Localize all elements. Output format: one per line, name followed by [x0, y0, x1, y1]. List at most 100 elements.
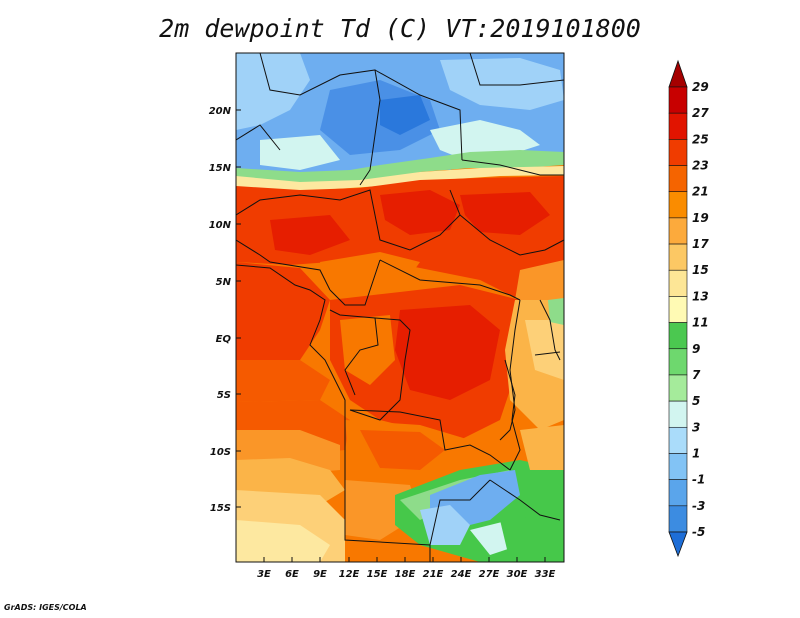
- border-sahel-2: [459, 214, 564, 256]
- colorbar-label: 25: [692, 132, 709, 146]
- colorbar: 29 27 25 23 21 19 17 15 13 11 9 7 5 3 1 -1 -3 -5: [668, 59, 709, 558]
- lon-tick-label: 24E: [451, 569, 472, 580]
- border-lakes: [504, 359, 521, 471]
- colorbar-segment: [668, 112, 688, 140]
- colorbar-label: 15: [692, 263, 709, 277]
- lat-tick-label: EQ: [216, 334, 232, 345]
- colorbar-label: 13: [692, 289, 709, 303]
- field-sahel-orange: [320, 252, 420, 300]
- field-gulf-redorange: [236, 360, 330, 402]
- field-south-amber: [520, 425, 564, 470]
- colorbar-segment: [668, 191, 688, 219]
- field-north-lightblue-2: [440, 58, 564, 110]
- border-east-2: [534, 351, 561, 356]
- lat-tick-label: 15N: [209, 163, 232, 174]
- field-north-green: [236, 150, 564, 188]
- field-sw-paleyellow: [236, 520, 330, 562]
- colorbar-segment: [668, 348, 688, 376]
- border-north-1: [259, 53, 381, 186]
- border-central-2: [379, 259, 521, 301]
- colorbar-label: 27: [692, 106, 709, 120]
- colorbar-label: 11: [692, 316, 709, 330]
- field-north-lightblue: [236, 53, 310, 130]
- colorbar-segment: [668, 243, 688, 271]
- field-north-yellow: [236, 166, 564, 190]
- lat-tick-label: 10N: [209, 220, 232, 231]
- border-north-2: [374, 69, 463, 161]
- field-north-cyan: [430, 120, 540, 158]
- colorbar-label: 29: [692, 80, 709, 94]
- colorbar-segment: [668, 374, 688, 402]
- colorbar-segment: [668, 165, 688, 193]
- colorbar-label: 3: [692, 420, 700, 434]
- border-central-4: [349, 317, 411, 421]
- border-south-4: [489, 479, 561, 521]
- colorbar-label: 9: [692, 342, 700, 356]
- border-north-3: [461, 159, 564, 176]
- colorbar-bottom-arrow: [668, 531, 688, 558]
- field-east-green: [548, 298, 564, 325]
- credit-label: GrADS: IGES/COLA: [4, 603, 87, 612]
- border-sahel-3: [236, 239, 331, 291]
- colorbar-segment: [668, 296, 688, 323]
- colorbar-segment: [668, 453, 688, 480]
- colorbar-label: 21: [692, 185, 709, 199]
- lat-tick-label: 10S: [210, 447, 231, 458]
- border-sahel-1: [236, 189, 461, 251]
- lon-tick-label: 30E: [507, 569, 528, 580]
- lat-tick-label: 5N: [216, 277, 232, 288]
- colorbar-segment: [668, 426, 688, 454]
- field-congo-deepred: [395, 305, 500, 400]
- lon-tick-label: 21E: [423, 569, 444, 580]
- lon-tick-label: 33E: [535, 569, 556, 580]
- colorbar-segment: [668, 400, 688, 428]
- border-south-2: [344, 470, 491, 546]
- lat-tick-label: 20N: [209, 106, 232, 117]
- dewpoint-field: [236, 53, 564, 562]
- lon-tick-label: 12E: [339, 569, 360, 580]
- map-title: 2m dewpoint Td (C) VT:2019101800: [159, 14, 641, 43]
- field-north-deepblue-2: [380, 95, 430, 135]
- colorbar-segment: [668, 86, 688, 114]
- field-gulf-red: [236, 262, 330, 360]
- colorbar-label: 23: [692, 159, 709, 173]
- border-north-5: [469, 53, 564, 86]
- field-sahel-deepred-2: [460, 192, 550, 235]
- colorbar-segment: [668, 505, 688, 533]
- colorbar-label: 1: [692, 446, 700, 460]
- colorbar-label: -3: [692, 499, 705, 513]
- field-north-cyan-2: [260, 135, 340, 170]
- border-coast-west: [236, 264, 346, 470]
- lon-tick-label: 27E: [479, 569, 500, 580]
- colorbar-segment: [668, 139, 688, 166]
- colorbar-label: 19: [692, 211, 709, 225]
- lon-tick-label: 6E: [285, 569, 299, 580]
- border-east-1: [539, 299, 561, 361]
- colorbar-label: -5: [692, 525, 705, 539]
- border-north-4: [236, 124, 281, 151]
- latitude-axis: 20N 15N 10N 5N EQ 5S 10S 15S: [209, 106, 241, 514]
- colorbar-segment: [668, 322, 688, 350]
- lon-tick-label: 3E: [257, 569, 271, 580]
- longitude-axis: 3E 6E 9E 12E 15E 18E 21E 24E 27E 30E 33E: [257, 557, 556, 580]
- field-east-yellow: [525, 320, 564, 380]
- field-sahel-deepred: [380, 190, 460, 235]
- lat-tick-label: 15S: [210, 503, 231, 514]
- colorbar-label: 7: [692, 368, 701, 382]
- border-congo-east: [499, 299, 521, 441]
- border-south-1: [349, 409, 511, 471]
- colorbar-segment: [668, 269, 688, 297]
- map-frame: [235, 52, 565, 563]
- colorbar-segment: [668, 217, 688, 245]
- country-borders: [236, 53, 564, 562]
- border-central-3: [329, 309, 379, 396]
- colorbar-segment: [668, 479, 688, 507]
- colorbar-top-arrow: [668, 59, 688, 88]
- field-angola-redorange: [360, 430, 445, 470]
- colorbar-label: 17: [692, 237, 709, 251]
- lon-tick-label: 9E: [313, 569, 327, 580]
- border-central-1: [329, 259, 381, 306]
- field-sahel-deepred-3: [270, 215, 350, 255]
- lon-tick-label: 18E: [395, 569, 416, 580]
